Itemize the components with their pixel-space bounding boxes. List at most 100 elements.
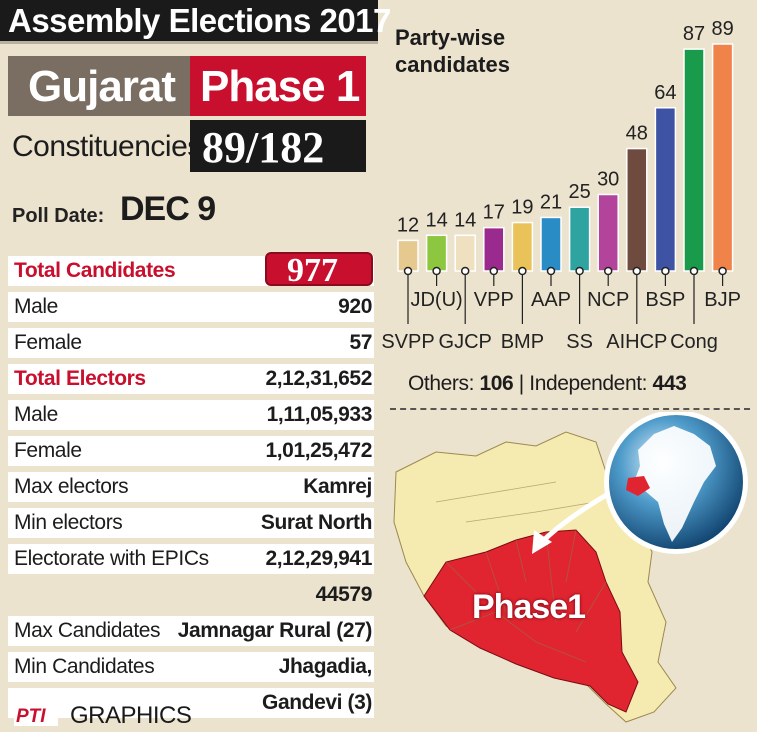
constituencies-box: 89/182 [190,120,366,172]
stat-row: Electorate with EPICs 2,12,29,941 [8,544,374,574]
bar-svpp [397,239,419,272]
stat-value: 57 [349,331,372,354]
stat-value: 920 [338,295,372,318]
bar-value-label: 12 [397,214,419,236]
stat-label: Female [14,331,82,354]
bar-value-label: 64 [654,82,676,104]
others-line: Others: 106 | Independent: 443 [408,372,687,396]
district-borders [435,481,607,663]
stat-value: Jhagadia, [278,655,373,678]
bar-ss [568,206,591,272]
stat-row-total-electors: Total Electors 2,12,31,652 [8,364,374,394]
total-candidates-value: 977 [287,252,338,289]
bar-value-label: 30 [597,168,619,190]
leader-dot [432,266,441,276]
stat-value: 1,11,05,933 [266,403,373,426]
stat-label: Electorate with EPICs [14,547,209,570]
leader-dot [632,266,642,276]
phase-map-label: Phase1 [472,588,586,626]
party-bar-chart: 12 SVPP 14 JD(U) 14 GJCP 17 VPP 19 BMP 21 AAP 25 SS 30… [381,18,741,353]
independent-label: Independent: [529,372,648,395]
stat-label: Male [14,403,58,426]
total-candidates-badge: 977 [265,252,373,289]
state-name: Gujarat [28,62,176,111]
constituencies-label: Constituencies [12,130,202,163]
stat-row: Female 57 [8,328,374,358]
leader-dot [718,266,727,276]
category-label: VPP [474,289,514,311]
stat-value: Kamrej [303,475,372,498]
chart-title: Party-wise candidates [395,25,510,77]
category-label: AIHCP [606,331,667,353]
gujarat-highlight [626,476,650,496]
title-bar: Assembly Elections 2017 [0,0,391,44]
bar-aihcp [626,147,648,272]
bar-bmp [511,221,534,272]
stat-label: Min Candidates [14,655,155,678]
stat-value: Jamnagar Rural (27) [177,619,373,642]
poll-date-label: Poll Date: [12,205,105,227]
gujarat-map [393,412,748,723]
bar-value-label: 19 [511,197,533,219]
leader-dot [603,266,613,276]
category-label: GJCP [439,331,492,353]
stat-value: 44579 [315,583,373,606]
pti-logo-text: PTI [16,706,46,726]
bar-value-label: 14 [454,209,476,231]
stat-label: Min electors [14,511,123,534]
leader-dot [460,266,470,276]
leader-dot [403,266,413,276]
stat-row: Gandevi (3) [8,688,374,718]
category-label: BMP [501,331,544,353]
stat-row: Max Candidates Jamnagar Rural (27) [8,616,374,646]
category-label: BSP [645,289,685,311]
stat-label: Male [14,295,58,318]
poll-date-value: DEC 9 [120,190,216,228]
stat-row: Min electors Surat North [8,508,374,538]
arrow-head [532,530,552,554]
stat-row: Max electors Kamrej [8,472,374,502]
category-label: SVPP [381,331,434,353]
constituencies-value: 89/182 [202,123,325,172]
stat-label: Max Candidates [14,619,161,642]
bar-gjcp [454,234,476,272]
bar-value-label: 87 [683,23,705,45]
leader-dot [489,266,499,276]
leader-dot [518,266,527,276]
stat-row: Min Candidates Jhagadia, [8,652,374,682]
category-label: Cong [670,331,718,353]
page-title: Assembly Elections 2017 [8,2,391,39]
bar-value-label: 17 [483,202,505,224]
bar-value-label: 14 [425,209,447,231]
bar-cong [683,48,705,272]
bar-value-label: 89 [711,18,733,40]
stat-row: Male 1,11,05,933 [8,400,374,430]
stat-row: 44579 [8,580,374,610]
category-label: BJP [704,289,741,311]
leader-dot [661,266,670,276]
leader-dot [689,266,699,276]
separator-bar: | [518,372,530,395]
stat-value: 1,01,25,472 [265,439,372,462]
independent-value: 443 [652,372,687,395]
bar-value-label: 21 [540,191,562,213]
stat-label: Total Electors [14,367,146,390]
bar-vpp [483,226,505,272]
category-label: AAP [531,289,571,311]
pti-logo: PTI [14,704,58,726]
leader-dot [546,266,556,276]
stat-row: Female 1,01,25,472 [8,436,374,466]
bar-bjp [711,43,734,272]
bar-ncp [597,193,619,272]
stat-value: Surat North [260,511,373,534]
phase-box: Phase 1 [190,56,366,116]
bar-jdu [425,234,448,272]
stat-value: 2,12,29,941 [265,547,372,570]
bar-value-label: 25 [568,181,590,203]
total-candidates-label: Total Candidates [14,259,176,282]
state-box: Gujarat [8,56,190,116]
bar-bsp [654,107,677,272]
others-label: Others: [408,372,475,395]
others-value: 106 [479,372,514,395]
stat-value: Gandevi (3) [262,691,372,714]
